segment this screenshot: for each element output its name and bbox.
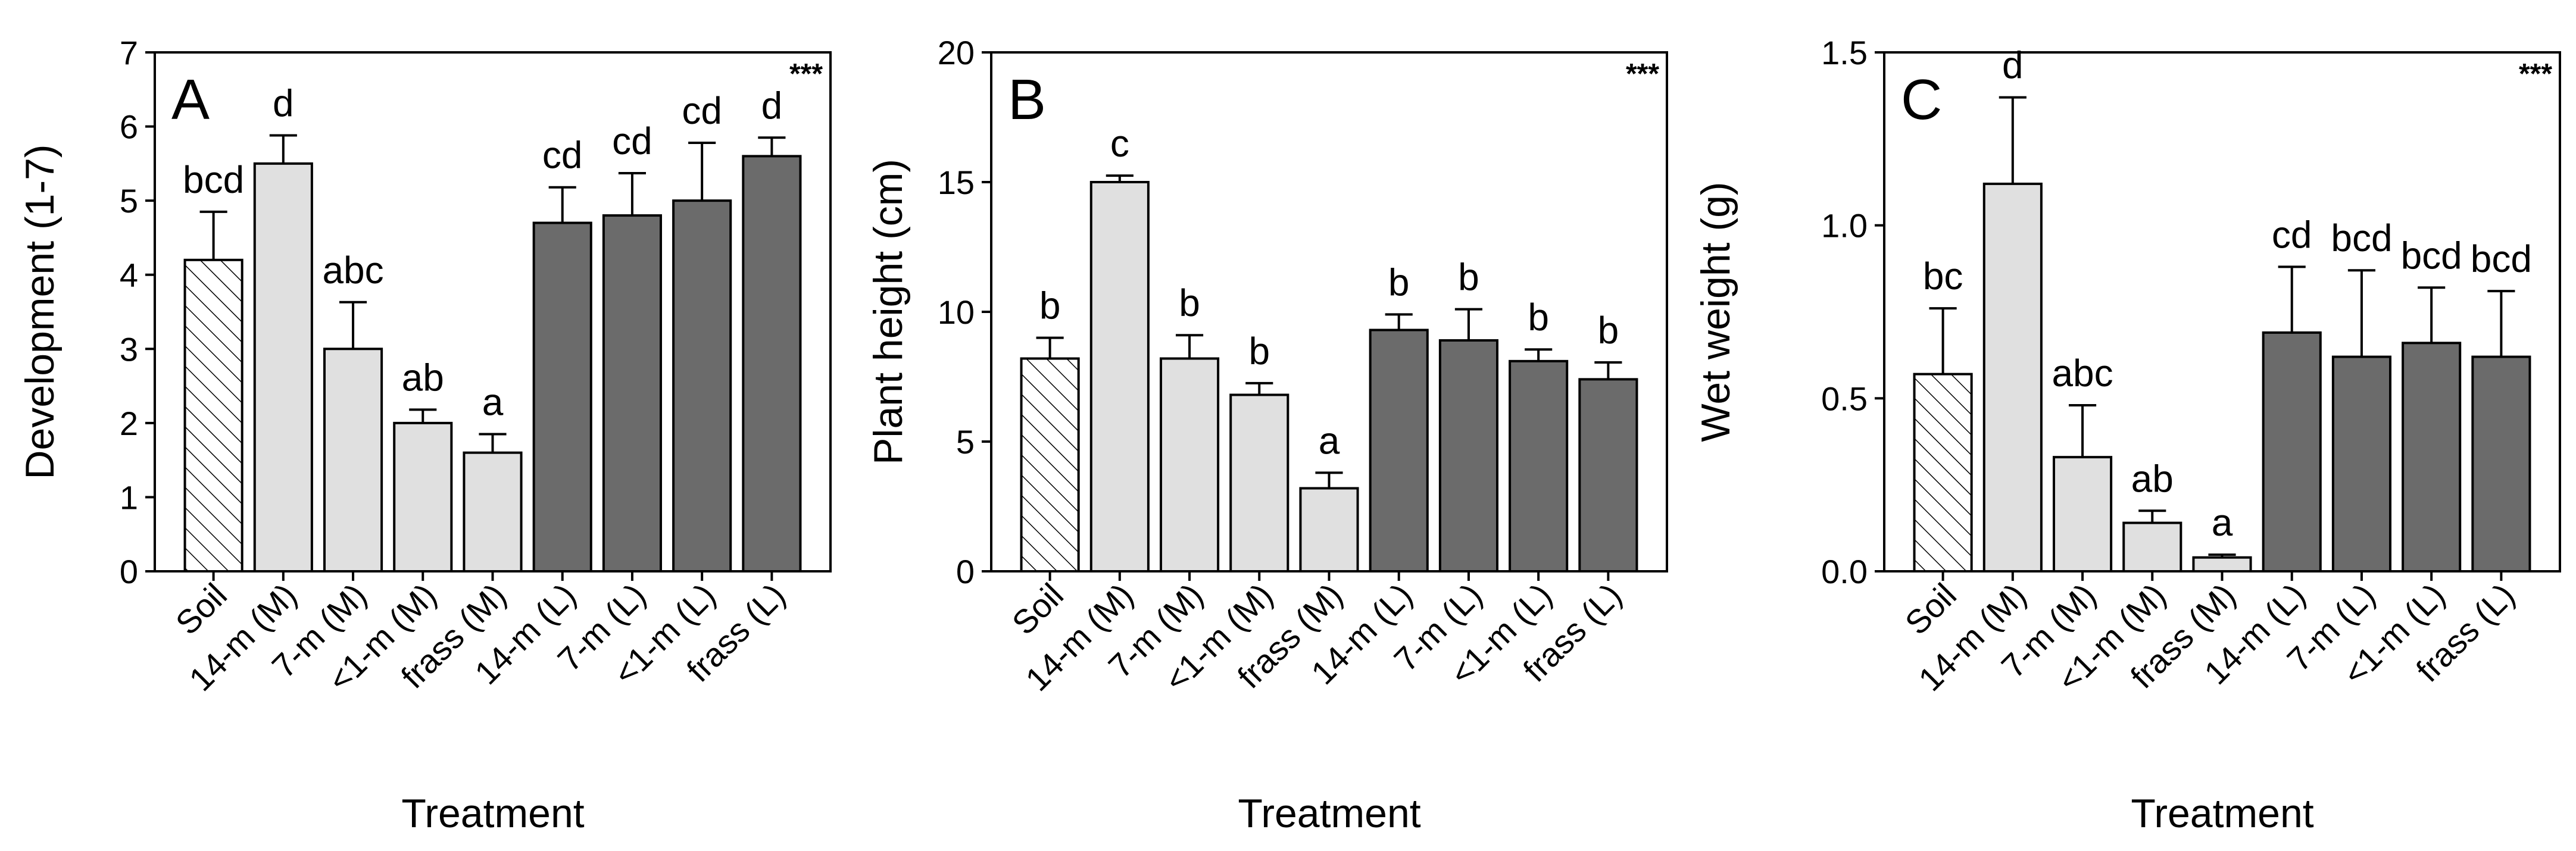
y-axis-title: Wet weight (g)	[1693, 182, 1738, 442]
bar-frass-l	[1578, 378, 1638, 572]
significance-letter: b	[1528, 296, 1549, 339]
bar-14-m-l	[1369, 328, 1429, 573]
significance-letter: d	[273, 82, 294, 125]
y-tick-label: 0	[956, 553, 975, 590]
y-tick-label: 5	[956, 423, 975, 461]
y-tick-label: 5	[120, 182, 138, 220]
significance-letter: b	[1039, 284, 1061, 327]
bar-soil	[1020, 357, 1080, 572]
bar-7-m-l	[1438, 339, 1499, 573]
significance-stars: ***	[789, 58, 823, 90]
y-tick-label: 1	[120, 478, 138, 516]
significance-letter: cd	[612, 120, 652, 162]
bar-14-m-l	[2262, 331, 2322, 572]
bar-7-m-l	[2331, 355, 2392, 572]
significance-letter: a	[2212, 501, 2233, 544]
y-tick-label: 10	[938, 293, 975, 331]
y-tick-label: 20	[938, 34, 975, 71]
bar-1-m-l	[1509, 359, 1569, 573]
significance-letter: bcd	[2401, 234, 2462, 277]
panel-letter: C	[1901, 68, 1942, 132]
significance-letter: b	[1458, 256, 1479, 299]
significance-letter: ab	[2131, 457, 2174, 500]
significance-letter: a	[1319, 419, 1340, 462]
y-tick-label: 0.0	[1821, 553, 1868, 590]
bar-frass-m	[2192, 556, 2252, 572]
y-axis-title: Plant height (cm)	[866, 159, 911, 465]
bar-14-m-m	[253, 162, 313, 573]
significance-letter: cd	[2272, 213, 2312, 256]
significance-letter: d	[761, 84, 783, 127]
bar-soil	[183, 258, 243, 572]
significance-letter: b	[1179, 281, 1200, 324]
y-tick-label: 15	[938, 164, 975, 201]
panel-letter: B	[1008, 68, 1046, 132]
bar-1-m-l	[2402, 342, 2462, 572]
x-axis-title: Treatment	[1238, 791, 1420, 836]
bar-1-m-m	[1229, 393, 1289, 573]
significance-stars: ***	[2519, 58, 2552, 90]
bar-7-m-m	[1159, 357, 1220, 572]
significance-letter: b	[1388, 261, 1410, 304]
y-tick-label: 1.5	[1821, 34, 1868, 71]
bar-14-m-l	[532, 221, 592, 572]
y-tick-label: 0	[120, 553, 138, 590]
significance-letter: a	[482, 381, 504, 424]
significance-letter: b	[1248, 330, 1270, 373]
bar-1-m-l	[672, 199, 732, 572]
bar-frass-m	[463, 451, 523, 573]
significance-letter: cd	[542, 134, 583, 177]
bar-frass-l	[2471, 355, 2531, 572]
bar-14-m-m	[1982, 182, 2043, 572]
significance-stars: ***	[1626, 58, 1659, 90]
significance-letter: d	[2002, 44, 2024, 87]
bar-7-m-m	[2052, 456, 2113, 572]
x-axis-title: Treatment	[2131, 791, 2313, 836]
y-tick-label: 0.5	[1821, 380, 1868, 417]
significance-letter: bcd	[183, 158, 244, 201]
y-tick-label: 4	[120, 256, 138, 294]
bar-soil	[1913, 373, 1973, 572]
bar-7-m-l	[602, 214, 663, 572]
y-tick-label: 1.0	[1821, 207, 1868, 245]
y-axis-title: Development (1-7)	[17, 144, 63, 479]
panel-letter: A	[171, 68, 210, 132]
significance-letter: ab	[402, 356, 444, 399]
y-tick-label: 2	[120, 405, 138, 442]
y-tick-label: 7	[120, 34, 138, 71]
significance-letter: cd	[682, 89, 722, 132]
significance-letter: bc	[1923, 255, 1963, 298]
y-tick-label: 3	[120, 330, 138, 368]
significance-letter: abc	[322, 249, 383, 292]
significance-letter: bcd	[2331, 217, 2392, 259]
bar-7-m-m	[323, 348, 383, 572]
significance-letter: abc	[2052, 352, 2113, 395]
bar-1-m-m	[393, 421, 453, 572]
bar-frass-m	[1299, 487, 1359, 572]
bar-14-m-m	[1089, 181, 1150, 572]
significance-letter: c	[1110, 122, 1129, 165]
bar-frass-l	[742, 155, 802, 572]
significance-letter: bcd	[2471, 237, 2532, 280]
y-tick-label: 6	[120, 108, 138, 146]
bar-1-m-m	[2122, 521, 2182, 573]
significance-letter: b	[1598, 309, 1619, 352]
x-axis-title: Treatment	[401, 791, 584, 836]
